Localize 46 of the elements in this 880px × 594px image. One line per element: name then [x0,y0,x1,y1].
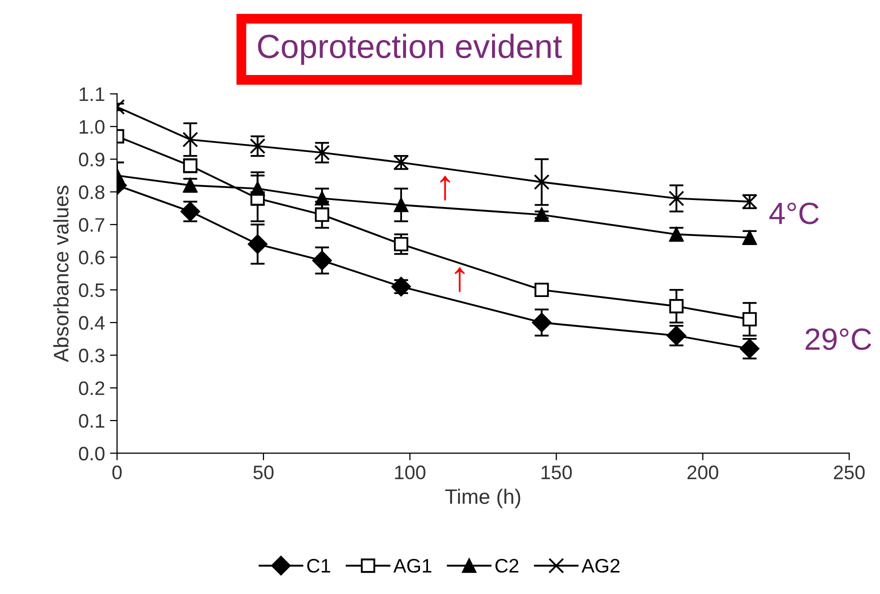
y-tick-label: 0.9 [78,152,104,166]
y-tick-label: 1.0 [80,120,104,134]
legend-label: AG1 [393,558,432,573]
annotation: 4°C [769,202,819,224]
y-tick-label: 0.0 [78,446,104,460]
x-axis-title: Time (h) [445,488,520,508]
y-tick-label: 0.5 [78,283,104,298]
x-tick-label: 50 [253,466,274,480]
y-tick-label: 0.8 [78,185,104,200]
point [669,299,684,314]
x-tick-label: 200 [688,466,718,480]
y-tick-label: 0.3 [78,348,104,362]
annotation: ↑ [440,176,450,200]
point [742,312,757,326]
point [532,312,552,332]
point [534,282,549,298]
x-tick-label: 100 [395,466,426,480]
point [534,174,550,190]
point [314,208,330,222]
point [314,144,330,161]
x-tick-label: 250 [834,466,865,480]
x-tick-label: 150 [542,466,572,480]
point [248,234,268,254]
point [394,236,408,252]
legend-label: C1 [307,558,330,573]
legend-label: C2 [495,558,518,573]
y-tick-label: 0.4 [78,316,105,330]
point [394,198,408,212]
point [182,132,198,148]
y-tick-label: 0.1 [78,414,104,428]
chart-title: Coprotection evident [258,34,562,65]
annotation: ↑ [454,267,465,292]
point [312,250,332,270]
point [250,181,265,196]
y-tick-label: 0.7 [78,218,104,232]
y-axis-title: Absorbance values [53,186,69,362]
point [250,138,266,154]
y-tick-label: 0.6 [78,250,104,264]
y-tick-label: 0.2 [78,381,104,396]
point [668,190,684,206]
annotation: 29°C [806,328,872,350]
point [534,208,549,222]
legend-label: AG2 [582,558,620,573]
y-tick-label: 1.1 [80,88,104,101]
x-tick-label: 0 [112,466,122,480]
point [314,191,330,206]
